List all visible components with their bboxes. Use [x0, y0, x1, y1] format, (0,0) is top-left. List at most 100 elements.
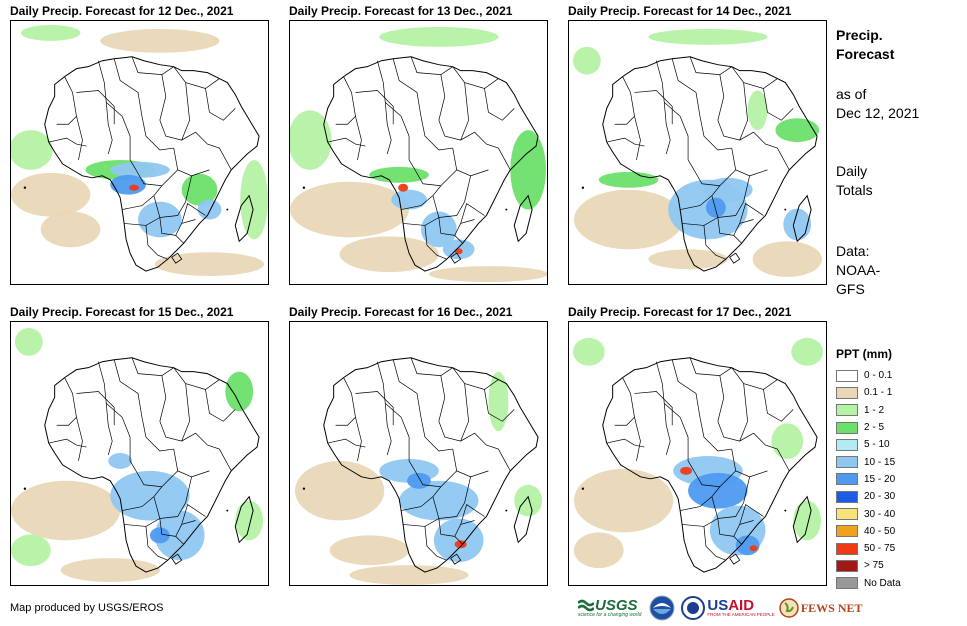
country-border: [438, 217, 463, 244]
legend-item: 2 - 5: [836, 419, 901, 436]
forecast-map-5: [289, 321, 548, 586]
as-of-date: as of Dec 12, 2021: [836, 85, 919, 123]
data-source: Data: NOAA- GFS: [836, 242, 880, 299]
country-border: [76, 90, 115, 125]
usaid-seal-icon: [681, 596, 706, 620]
country-border: [711, 476, 750, 519]
legend-label: 30 - 40: [864, 508, 896, 520]
data-line-2: NOAA-: [836, 262, 881, 278]
country-border: [159, 120, 196, 141]
country-border: [717, 421, 754, 442]
legend-label: No Data: [864, 577, 901, 589]
legend-label: 40 - 50: [864, 525, 896, 537]
as-of-line-2: Dec 12, 2021: [836, 105, 920, 121]
usaid-logo: USAID FROM THE AMERICAN PEOPLE: [707, 598, 774, 618]
country-border: [159, 518, 184, 545]
legend-swatch: [836, 577, 858, 590]
precip-area: [488, 371, 509, 432]
precip-area: [775, 118, 820, 143]
precip-area: [398, 183, 409, 192]
country-border: [121, 116, 137, 171]
country-border: [438, 421, 475, 442]
precip-area: [110, 470, 190, 521]
country-border: [717, 217, 742, 244]
legend-swatch: [836, 438, 858, 451]
country-border: [717, 518, 742, 545]
country-border: [460, 203, 485, 224]
country-border: [97, 60, 123, 117]
precip-area: [573, 189, 684, 250]
legend-item: No Data: [836, 575, 901, 592]
legend-item: 15 - 20: [836, 471, 901, 488]
legend-item: 1 - 2: [836, 402, 901, 419]
precip-area: [294, 460, 385, 521]
precip-area: [369, 166, 429, 183]
country-border: [634, 391, 673, 426]
country-border: [680, 185, 721, 210]
country-border: [731, 66, 778, 89]
country-border: [484, 389, 515, 422]
coastline: [44, 56, 260, 272]
precip-area: [14, 327, 43, 356]
country-border: [731, 147, 768, 177]
country-border: [460, 383, 469, 442]
country-border: [739, 203, 764, 224]
precip-area: [225, 371, 254, 412]
country-border: [153, 476, 192, 519]
country-border: [655, 361, 681, 418]
legend-swatch: [836, 473, 858, 486]
agency-logos: USGS science for a changing world USAID …: [578, 594, 863, 622]
precip-area: [40, 211, 101, 248]
country-border: [135, 470, 178, 488]
country-border: [671, 359, 701, 418]
island-dot: [226, 208, 229, 211]
precip-area: [108, 453, 133, 469]
legend-swatch: [836, 421, 858, 434]
country-border: [655, 60, 681, 117]
legend-swatch: [836, 542, 858, 555]
country-border: [400, 116, 416, 171]
precip-area: [290, 110, 332, 170]
country-border: [689, 56, 732, 75]
country-border: [474, 131, 511, 171]
country-border: [195, 131, 232, 171]
precip-area: [783, 208, 812, 241]
legend-swatch: [836, 525, 858, 538]
usaid-text: USAID: [707, 597, 755, 615]
country-border: [717, 120, 754, 141]
country-border: [173, 66, 220, 89]
madagascar-outline: [234, 194, 254, 243]
coastline: [602, 56, 818, 272]
country-border: [693, 470, 736, 488]
forecast-map-4: [10, 321, 269, 586]
precip-area: [11, 172, 91, 217]
lesotho-outline: [171, 252, 183, 264]
country-border: [414, 169, 457, 187]
island-dot: [302, 186, 306, 189]
island-dot: [784, 509, 787, 512]
precip-area: [379, 26, 499, 47]
country-border: [679, 417, 695, 472]
legend-swatch: [836, 386, 858, 399]
country-border: [424, 225, 447, 260]
legend-item: 40 - 50: [836, 523, 901, 540]
precip-area: [329, 535, 410, 566]
country-border: [763, 88, 794, 121]
country-border: [401, 185, 442, 210]
country-border: [159, 217, 184, 244]
country-border: [403, 518, 440, 527]
country-border: [76, 417, 83, 462]
lesotho-outline: [729, 553, 741, 565]
coastline: [323, 357, 539, 573]
country-border: [753, 432, 790, 472]
country-border: [195, 432, 232, 472]
country-border: [153, 175, 192, 218]
legend-label: > 75: [864, 560, 884, 572]
map-background: [11, 322, 268, 585]
map-credit: Map produced by USGS/EROS: [10, 602, 164, 614]
panel-title-1: Daily Precip. Forecast for 12 Dec., 2021: [10, 4, 234, 18]
madagascar-outline: [792, 194, 812, 243]
legend-item: 5 - 10: [836, 436, 901, 453]
country-border: [414, 470, 457, 488]
country-border: [711, 175, 750, 218]
